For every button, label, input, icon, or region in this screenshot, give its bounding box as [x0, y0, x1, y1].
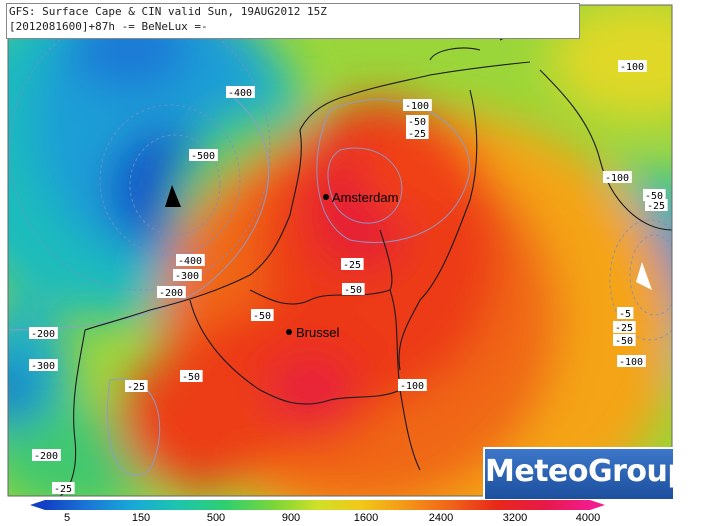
cin-label: -200	[159, 288, 183, 299]
colorbar-tick: 900	[281, 512, 301, 524]
cin-labels: -100-400-500-100-50-25-100-50-25-400-300…	[29, 60, 668, 495]
cin-label: -5	[619, 309, 631, 320]
cin-label-box	[618, 60, 647, 72]
cin-label: -200	[34, 451, 58, 462]
flow-marker-west	[165, 185, 181, 207]
colorbar-tick: 3200	[502, 512, 528, 524]
cin-label: -50	[253, 311, 271, 322]
cin-label-box	[341, 258, 364, 270]
cin-label: -25	[647, 201, 665, 212]
cin-label-box	[180, 370, 203, 382]
cin-label: -500	[191, 151, 215, 162]
colorbar-tick: 1600	[353, 512, 379, 524]
cin-label-box	[645, 199, 668, 211]
cin-label: -50	[615, 336, 633, 347]
flow-marker-east	[636, 262, 652, 290]
svg-text:Brussel: Brussel	[296, 325, 339, 340]
colorbar-tick: 150	[131, 512, 151, 524]
cin-label: -400	[178, 256, 202, 267]
cin-label: -100	[619, 357, 643, 368]
cin-label-box	[613, 334, 636, 346]
cin-label-box	[226, 86, 255, 98]
city-brussel: Brussel	[286, 325, 339, 340]
cin-label-box	[251, 309, 274, 321]
cin-label-box	[32, 449, 61, 461]
cin-label-box	[173, 269, 202, 281]
cin-label: -400	[228, 88, 252, 99]
cin-label: -50	[645, 191, 663, 202]
colorbar-tick: 500	[206, 512, 226, 524]
cin-label-box	[406, 127, 429, 139]
cin-label: -100	[405, 101, 429, 112]
cin-label-box	[398, 379, 427, 391]
cin-label: -100	[620, 62, 644, 73]
header-line-1: GFS: Surface Cape & CIN valid Sun, 19AUG…	[9, 5, 327, 18]
colorbar-tick: 5	[63, 512, 71, 524]
cin-label-box	[643, 189, 666, 201]
cin-label-box	[29, 327, 58, 339]
cin-label: -50	[344, 285, 362, 296]
cin-label-box	[189, 149, 218, 161]
cin-label: -300	[31, 361, 55, 372]
cin-label-box	[617, 355, 646, 367]
cin-label-box	[403, 99, 432, 111]
header-line-2: [2012081600]+87h -= BeNeLux =-	[9, 20, 208, 33]
cin-label-box	[176, 254, 205, 266]
cin-label: -50	[182, 372, 200, 383]
colorbar-tick: 4000	[575, 512, 601, 524]
cin-label-box	[603, 171, 632, 183]
cin-label-box	[125, 380, 148, 392]
cin-label: -25	[615, 323, 633, 334]
cin-label-box	[617, 307, 634, 319]
cin-label: -25	[127, 382, 145, 393]
cin-label: -50	[408, 117, 426, 128]
colorbar	[30, 500, 605, 510]
cin-label: -25	[343, 260, 361, 271]
svg-text:Amsterdam: Amsterdam	[332, 190, 398, 205]
city-amsterdam: Amsterdam	[323, 190, 398, 205]
cin-label-box	[613, 321, 636, 333]
cin-label-box	[406, 115, 429, 127]
cin-label: -100	[400, 381, 424, 392]
cin-label: -300	[175, 271, 199, 282]
cin-label-box	[29, 359, 58, 371]
cin-label-box	[157, 286, 186, 298]
cin-label: -200	[31, 329, 55, 340]
cin-label: -25	[54, 484, 72, 495]
cin-label: -25	[408, 129, 426, 140]
cin-label: -100	[605, 173, 629, 184]
meteogroup-logo: MeteoGroup	[483, 447, 689, 499]
map-header: GFS: Surface Cape & CIN valid Sun, 19AUG…	[6, 3, 580, 39]
cin-label-box	[342, 283, 365, 295]
colorbar-tick: 2400	[428, 512, 454, 524]
cin-label-box	[52, 482, 75, 494]
